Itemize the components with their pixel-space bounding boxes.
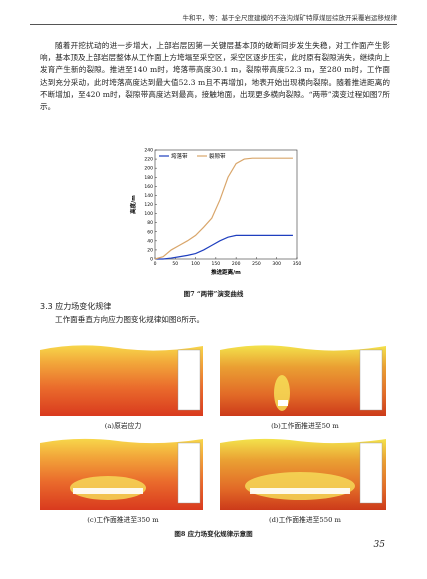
y-tick-label: 60 — [147, 229, 153, 235]
y-tick-label: 100 — [144, 211, 153, 217]
page-number: 35 — [373, 540, 385, 550]
legend-label: 垮落带 — [171, 152, 188, 160]
y-tick-label: 0 — [150, 257, 153, 263]
y-tick-label: 120 — [144, 202, 153, 208]
legend-label: 裂隙带 — [209, 152, 226, 160]
x-tick-label: 250 — [252, 261, 261, 267]
stress-image — [40, 345, 203, 416]
x-tick-label: 100 — [191, 261, 200, 267]
plot-frame — [154, 149, 298, 260]
subcaption: (b)工作面推进至50 m — [271, 422, 339, 430]
figure-caption: 图7 “两带”演变曲线 — [183, 290, 244, 298]
series-line — [154, 157, 293, 260]
stress-image — [220, 345, 386, 416]
stress-figures — [40, 345, 386, 510]
y-tick-label: 240 — [144, 148, 153, 154]
x-tick-label: 350 — [293, 261, 302, 267]
x-tick-label: 50 — [172, 261, 178, 267]
paragraph: 工作面垂直方向应力图变化规律如图8所示。 — [55, 315, 205, 324]
y-tick-label: 200 — [144, 166, 153, 172]
x-tick-label: 0 — [154, 261, 157, 267]
y-tick-label: 160 — [144, 184, 153, 190]
stress-image — [40, 438, 203, 510]
y-tick-label: 220 — [144, 157, 153, 163]
y-axis-label: 高度/m — [129, 195, 137, 214]
x-tick-label: 300 — [272, 261, 281, 267]
subcaption: (c)工作面推进至350 m — [87, 516, 159, 524]
y-tick-label: 180 — [144, 175, 153, 181]
subcaption: (a)原岩应力 — [104, 422, 142, 430]
running-header: 牛和平，等：基于全尺度建模的不连沟煤矿特厚煤层综放开采覆岩运移规律 — [182, 14, 398, 22]
subcaption: (d)工作面推进至550 m — [268, 516, 341, 524]
figure-caption: 图8 应力场变化规律示意图 — [174, 530, 253, 538]
y-tick-label: 80 — [147, 220, 153, 226]
section-title: 3.3 应力场变化规律 — [40, 302, 112, 311]
header-rule — [30, 24, 397, 25]
x-tick-label: 150 — [212, 261, 221, 267]
y-tick-label: 140 — [144, 193, 153, 199]
chart: 0 20 40 60 80 100 120 140 160 180 200 220 240 0 50 100 1… — [129, 148, 302, 277]
y-tick-label: 40 — [147, 238, 153, 244]
series-line — [155, 234, 293, 260]
stress-image — [220, 438, 386, 510]
paragraph: 随着开挖扰动的进一步增大，上部岩层因第一关键层基本顶的破断同步发生失稳，对工作面… — [40, 41, 390, 112]
x-tick-label: 200 — [232, 261, 241, 267]
y-tick-label: 20 — [147, 247, 153, 253]
x-axis-label: 推进距离/m — [211, 268, 241, 276]
